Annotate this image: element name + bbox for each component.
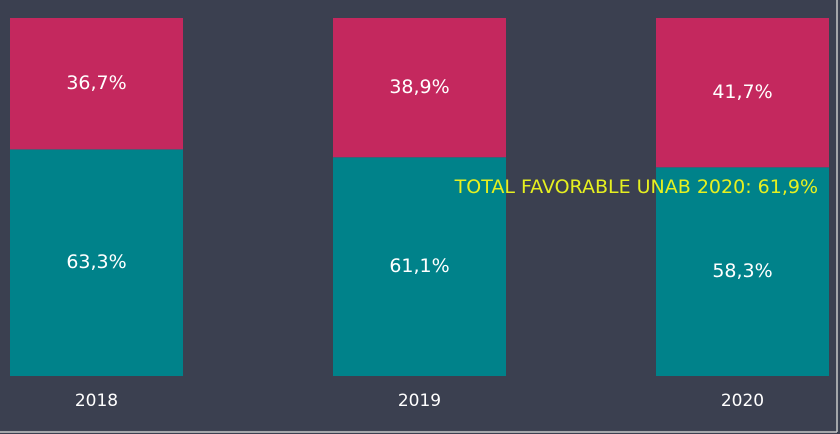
x-tick-label: 2018: [75, 391, 118, 411]
bar-segment: [10, 149, 183, 376]
data-label: 41,7%: [712, 81, 772, 103]
data-label: 38,9%: [389, 76, 449, 98]
data-label: 61,1%: [389, 255, 449, 277]
data-label: 58,3%: [712, 260, 772, 282]
x-tick-label: 2019: [398, 391, 441, 411]
bar-segment: [656, 167, 829, 376]
annotation: TOTAL FAVORABLE UNAB 2020: 61,9%: [454, 176, 818, 198]
x-tick-label: 2020: [721, 391, 764, 411]
bar-segment: [656, 18, 829, 168]
data-label: 36,7%: [66, 72, 126, 94]
data-label: 63,3%: [66, 251, 126, 273]
bar-segment: [333, 18, 506, 158]
bar-segment: [10, 18, 183, 150]
bar-segment: [333, 157, 506, 376]
